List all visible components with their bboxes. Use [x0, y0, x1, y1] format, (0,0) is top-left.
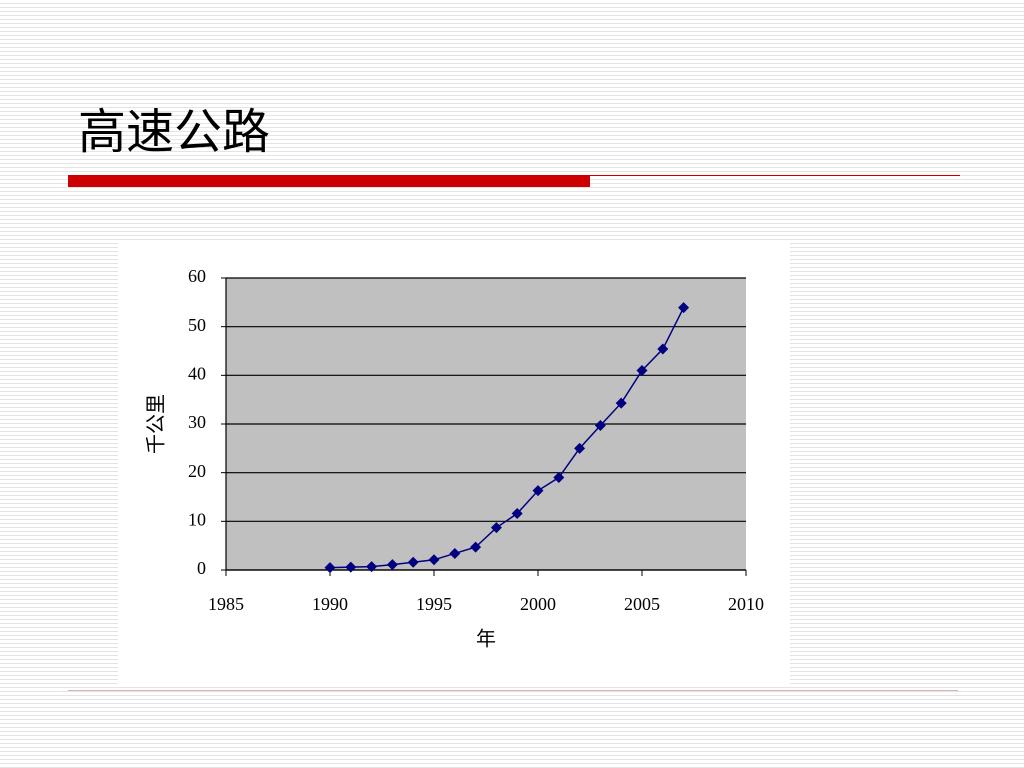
chart: 0 10 20 30 40 50 60 1985 1990 1995 2000 2005 2010 年 千公… [145, 266, 764, 650]
data-point [449, 547, 461, 559]
x-tick-label: 1990 [312, 594, 348, 614]
y-tick-label: 40 [188, 363, 206, 383]
y-tick-label: 0 [197, 558, 206, 578]
data-point [386, 559, 398, 571]
title-bar [68, 175, 590, 187]
x-tick-label: 2000 [520, 594, 556, 614]
x-tick-label: 1985 [208, 594, 244, 614]
x-axis-label: 年 [476, 628, 496, 651]
y-tick-label: 50 [188, 315, 206, 335]
y-tick-label: 10 [188, 509, 206, 529]
slide-title: 高速公路 [78, 106, 270, 159]
data-point [490, 522, 502, 534]
y-tick-label: 60 [188, 266, 206, 286]
data-point [574, 442, 586, 454]
x-tick-label: 2005 [624, 594, 660, 614]
data-point [636, 364, 648, 376]
data-point [428, 554, 440, 566]
data-point [532, 485, 544, 497]
x-tick-label: 1995 [416, 594, 452, 614]
x-tick-label: 2010 [728, 594, 764, 614]
data-point [553, 472, 565, 484]
y-tick-label: 20 [188, 461, 206, 481]
y-axis-label: 千公里 [145, 394, 168, 454]
data-point [470, 541, 482, 553]
data-point [657, 343, 669, 355]
data-point [594, 419, 606, 431]
data-point [511, 508, 523, 520]
data-point [345, 561, 357, 573]
data-point [366, 561, 378, 573]
data-point [324, 562, 336, 574]
y-tick-label: 30 [188, 412, 206, 432]
data-point [678, 302, 690, 314]
data-point [615, 397, 627, 409]
data-point [407, 556, 419, 568]
